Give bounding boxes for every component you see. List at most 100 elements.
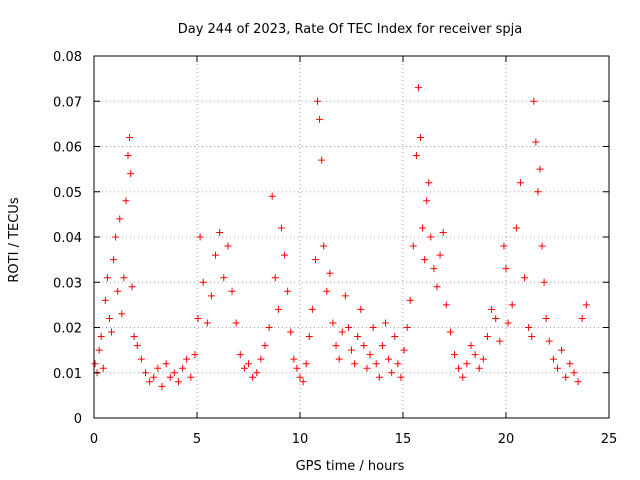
data-point xyxy=(433,283,441,291)
data-point xyxy=(483,333,491,341)
data-point xyxy=(574,378,582,386)
data-point xyxy=(530,97,538,105)
data-point xyxy=(101,296,109,304)
data-point xyxy=(542,314,550,322)
data-point xyxy=(500,242,508,250)
data-point xyxy=(224,242,232,250)
data-point xyxy=(305,333,313,341)
data-point xyxy=(236,351,244,359)
data-point xyxy=(245,360,252,368)
data-point xyxy=(284,287,292,295)
data-point xyxy=(249,373,257,381)
data-point xyxy=(162,360,170,368)
data-point xyxy=(194,314,202,322)
data-point xyxy=(326,269,334,277)
data-point xyxy=(125,133,133,141)
data-point xyxy=(137,355,145,363)
data-point xyxy=(146,378,154,386)
y-tick-label: 0 xyxy=(74,412,82,427)
data-point xyxy=(388,369,396,377)
data-point xyxy=(207,292,215,300)
x-axis: 0 5 10 15 20 25 xyxy=(90,56,617,447)
data-point xyxy=(99,364,107,372)
data-point xyxy=(545,337,553,345)
y-tick-label: 0.05 xyxy=(53,186,82,201)
data-point xyxy=(369,324,377,331)
x-tick-label: 15 xyxy=(395,432,412,447)
data-point xyxy=(366,351,374,359)
data-point xyxy=(394,360,402,368)
y-tick-label: 0.03 xyxy=(53,276,82,291)
data-point xyxy=(122,197,130,205)
data-point xyxy=(311,256,319,264)
y-tick-label: 0.04 xyxy=(53,231,82,246)
data-point xyxy=(128,283,136,291)
data-point xyxy=(253,369,261,377)
data-point xyxy=(341,292,349,300)
data-point xyxy=(467,342,475,350)
x-tick-label: 20 xyxy=(498,432,515,447)
data-point xyxy=(525,324,533,331)
data-point xyxy=(320,242,328,250)
y-tick-label: 0.07 xyxy=(53,95,82,110)
data-point xyxy=(187,373,195,381)
data-point xyxy=(479,355,487,363)
data-point xyxy=(166,373,174,381)
data-point xyxy=(385,355,393,363)
data-point xyxy=(508,301,516,309)
data-point xyxy=(170,369,178,377)
data-point xyxy=(582,301,590,309)
data-point xyxy=(442,301,450,309)
data-point xyxy=(196,233,204,241)
data-point xyxy=(240,364,248,372)
data-point xyxy=(363,364,371,372)
data-point xyxy=(110,256,118,264)
data-point xyxy=(116,215,124,223)
data-point xyxy=(318,156,326,164)
data-point xyxy=(381,319,389,327)
data-point xyxy=(118,310,126,318)
data-point xyxy=(578,314,586,322)
y-axis-label: ROTI / TECUs xyxy=(7,197,22,282)
data-point xyxy=(183,355,191,363)
data-point xyxy=(412,152,420,160)
data-point xyxy=(124,152,132,160)
data-point xyxy=(554,364,561,372)
data-point xyxy=(216,228,224,236)
data-point xyxy=(323,287,331,295)
data-point xyxy=(451,351,458,359)
data-point xyxy=(265,324,273,331)
data-point xyxy=(549,355,557,363)
chart-title: Day 244 of 2023, Rate Of TEC Index for r… xyxy=(178,22,523,37)
data-point xyxy=(142,369,149,377)
data-point xyxy=(120,274,128,282)
data-point xyxy=(97,333,105,341)
data-point xyxy=(271,274,279,282)
data-point xyxy=(425,179,433,187)
data-point xyxy=(504,319,512,327)
data-point xyxy=(534,188,542,196)
data-point xyxy=(95,346,103,354)
data-point xyxy=(516,179,524,187)
data-point xyxy=(502,265,510,273)
data-point xyxy=(290,355,298,363)
data-point xyxy=(512,224,520,232)
data-point xyxy=(179,364,187,372)
data-point xyxy=(277,224,285,232)
data-point xyxy=(105,314,113,322)
x-tick-label: 10 xyxy=(292,432,309,447)
y-tick-label: 0.06 xyxy=(53,141,82,156)
data-point xyxy=(335,355,343,363)
y-tick-label: 0.02 xyxy=(53,322,82,337)
data-point xyxy=(112,233,120,241)
data-point xyxy=(314,97,322,105)
data-point xyxy=(430,265,438,273)
data-point xyxy=(191,351,199,359)
data-point xyxy=(299,378,307,386)
data-point xyxy=(199,278,207,286)
data-point xyxy=(532,138,540,146)
data-point xyxy=(357,305,365,313)
data-point xyxy=(536,165,544,173)
data-point xyxy=(488,305,496,313)
